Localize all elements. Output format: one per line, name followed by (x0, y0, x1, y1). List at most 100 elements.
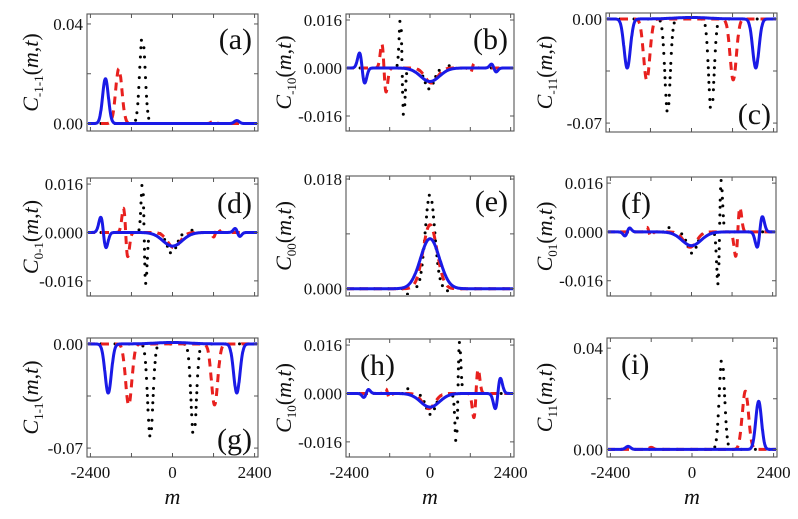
data-point (722, 376, 726, 380)
y-axis-label: C01(m,t) (532, 202, 560, 272)
data-point (145, 94, 148, 98)
data-point (403, 95, 407, 99)
data-point (151, 401, 155, 405)
data-point (138, 65, 142, 69)
data-point (144, 86, 148, 89)
y-tick-label: -0.016 (559, 272, 603, 291)
data-point (459, 366, 463, 370)
data-point (713, 59, 717, 63)
data-point (145, 102, 149, 106)
data-point (724, 411, 727, 415)
data-point (453, 421, 457, 425)
data-point (419, 270, 423, 274)
x-axis-label: m (684, 484, 700, 509)
y-tick-label: 0.000 (565, 223, 603, 242)
data-point (134, 118, 138, 122)
data-point (711, 88, 715, 92)
data-point (452, 402, 456, 406)
data-point (707, 88, 711, 92)
data-point (143, 352, 147, 356)
data-point (708, 98, 712, 101)
data-point (401, 90, 405, 94)
y-axis-label: C00(m,t) (271, 201, 299, 271)
data-point (144, 281, 148, 285)
data-point (714, 41, 718, 44)
data-point (137, 76, 141, 80)
data-point (148, 434, 152, 438)
y-axis-label: C1-1(m,t) (18, 360, 46, 434)
data-point (716, 422, 720, 426)
data-point (404, 88, 407, 92)
data-point (194, 413, 198, 417)
data-point (168, 251, 172, 255)
data-point (139, 46, 143, 50)
data-point (715, 260, 718, 264)
data-point (135, 111, 139, 115)
data-point (707, 73, 711, 77)
data-point (143, 55, 146, 59)
panel-label: (g) (217, 423, 252, 456)
series-dashed (88, 342, 257, 407)
data-point (660, 27, 664, 31)
data-point (670, 43, 674, 47)
x-tick-label: 0 (426, 463, 435, 482)
data-point (142, 222, 146, 226)
data-point (151, 394, 155, 397)
data-point (722, 387, 726, 391)
data-point (667, 93, 671, 97)
data-point (143, 255, 147, 259)
plot-area (88, 341, 257, 438)
data-point (725, 435, 729, 439)
data-point (139, 38, 143, 42)
data-point (456, 375, 460, 379)
data-point (425, 215, 428, 219)
data-point (136, 102, 140, 106)
data-point (723, 401, 727, 405)
data-point (432, 223, 436, 227)
panel-label: (d) (217, 187, 252, 220)
data-point (706, 59, 710, 63)
data-point (152, 376, 156, 380)
data-point (146, 401, 150, 405)
data-point (151, 408, 154, 412)
x-tick-label: 2400 (494, 463, 528, 482)
data-point (406, 292, 409, 295)
data-point (721, 204, 725, 208)
data-point (718, 205, 722, 209)
data-point (454, 438, 458, 442)
panel-label: (h) (360, 349, 395, 382)
data-point (717, 394, 721, 398)
data-point (190, 423, 194, 426)
data-point (715, 25, 719, 28)
data-point (406, 387, 410, 391)
data-point (713, 49, 717, 53)
data-point (142, 46, 146, 50)
data-point (142, 214, 146, 218)
data-point (717, 273, 720, 277)
data-point (722, 221, 726, 225)
data-point (715, 267, 719, 271)
data-point (143, 65, 147, 69)
data-point (153, 368, 156, 372)
data-point (197, 357, 201, 361)
data-point (715, 32, 718, 36)
data-point (716, 282, 720, 286)
data-point (661, 36, 665, 39)
panel-d: -0.016 0.000 0.016 C0-1(m,t) (d) (18, 175, 259, 297)
data-point (664, 102, 668, 106)
panel-a: 0.00 0.04 C-1-1(m,t) (a) (18, 13, 259, 134)
data-point (425, 208, 429, 212)
series-solid (608, 399, 776, 451)
data-point (147, 418, 151, 422)
y-tick-label: 0.016 (304, 336, 342, 355)
data-point (705, 41, 709, 44)
data-point (152, 386, 155, 390)
plot-area (347, 19, 513, 116)
data-point (755, 17, 759, 21)
data-point (667, 102, 671, 106)
series-solid (608, 215, 775, 249)
data-point (147, 116, 151, 120)
data-point (143, 262, 147, 266)
y-tick-label: 0.018 (304, 170, 342, 189)
data-point (137, 86, 141, 89)
